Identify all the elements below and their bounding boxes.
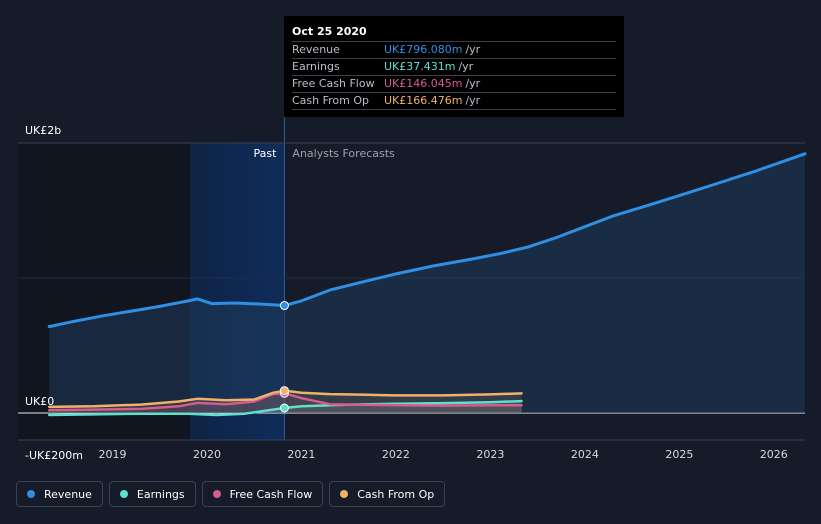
x-tick-label: 2025	[665, 448, 693, 461]
legend-item-cash-from-op[interactable]: Cash From Op	[329, 481, 446, 507]
tooltip-value: UK£37.431m	[384, 60, 456, 73]
past-label: Past	[253, 147, 277, 160]
tooltip-label: Revenue	[292, 43, 340, 56]
series-line-revenue	[47, 152, 807, 329]
y-tick-label: -UK£200m	[25, 449, 83, 462]
legend: Revenue Earnings Free Cash Flow Cash Fro…	[16, 481, 446, 507]
y-tick-label: UK£2b	[25, 124, 61, 137]
y-tick-label: UK£0	[25, 395, 54, 408]
legend-dot-icon	[212, 490, 221, 498]
x-tick-label: 2021	[287, 448, 315, 461]
forecast-label: Analysts Forecasts	[292, 147, 395, 160]
tooltip-label: Earnings	[292, 60, 340, 73]
legend-item-earnings[interactable]: Earnings	[108, 481, 196, 507]
tooltip-row-revenue: Revenue UK£796.080m /yr	[292, 41, 616, 58]
series-line-free-cash-flow	[47, 392, 523, 412]
tooltip-row-cash-from-op: Cash From Op UK£166.476m /yr	[292, 92, 616, 110]
legend-dot-icon	[27, 490, 35, 498]
legend-dot-icon	[340, 490, 349, 498]
tooltip-label: Free Cash Flow	[292, 77, 375, 90]
data-point-earnings	[279, 403, 289, 413]
x-tick-label: 2026	[760, 448, 788, 461]
x-tick-label: 2022	[382, 448, 410, 461]
tooltip-unit: /yr	[465, 43, 481, 56]
legend-item-revenue[interactable]: Revenue	[16, 481, 103, 507]
x-tick-label: 2020	[193, 448, 221, 461]
legend-label: Revenue	[44, 487, 92, 501]
tooltip-unit: /yr	[465, 94, 481, 107]
x-tick-label: 2024	[571, 448, 599, 461]
legend-label: Cash From Op	[357, 487, 435, 501]
tooltip-row-earnings: Earnings UK£37.431m /yr	[292, 58, 616, 75]
data-point-revenue	[279, 301, 289, 311]
tooltip-date: Oct 25 2020	[292, 25, 367, 38]
x-tick-label: 2019	[98, 448, 126, 461]
tooltip-value: UK£796.080m	[384, 43, 463, 56]
tooltip-unit: /yr	[465, 77, 481, 90]
legend-label: Free Cash Flow	[229, 487, 313, 501]
tooltip-value: UK£146.045m	[384, 77, 463, 90]
tooltip-label: Cash From Op	[292, 94, 370, 107]
tooltip-unit: /yr	[458, 60, 474, 73]
x-tick-label: 2023	[476, 448, 504, 461]
tooltip: Oct 25 2020 Revenue UK£796.080m /yr Earn…	[284, 16, 624, 117]
series-area-revenue	[49, 153, 805, 414]
tooltip-value: UK£166.476m	[384, 94, 463, 107]
tooltip-row-free-cash-flow: Free Cash Flow UK£146.045m /yr	[292, 75, 616, 92]
data-point-cash-from-op	[279, 386, 289, 396]
legend-dot-icon	[119, 490, 128, 498]
legend-label: Earnings	[136, 487, 185, 501]
series-line-cash-from-op	[47, 389, 523, 409]
legend-item-free-cash-flow[interactable]: Free Cash Flow	[201, 481, 324, 507]
